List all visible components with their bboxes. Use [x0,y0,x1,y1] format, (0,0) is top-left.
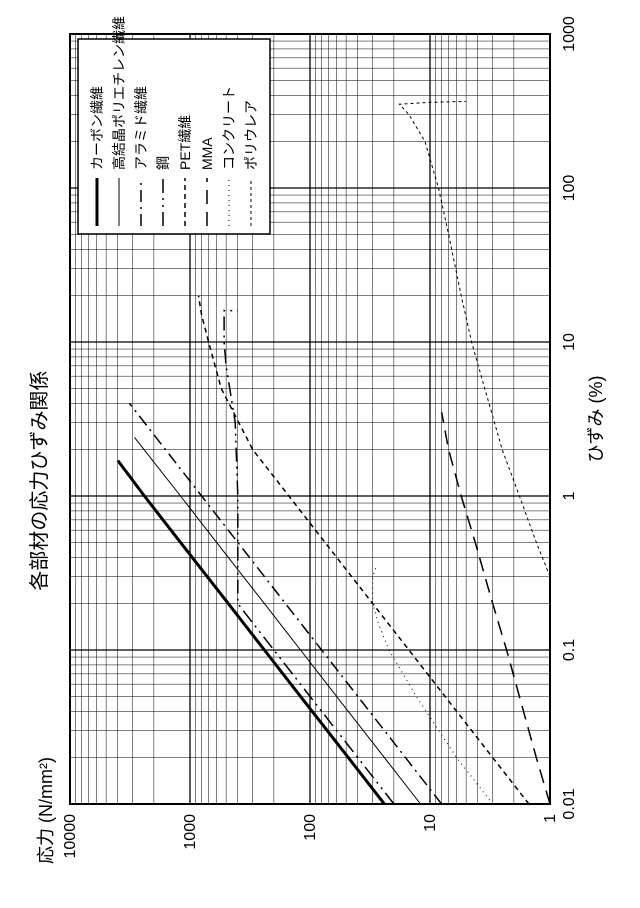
legend-label: 高結晶ポリエチレン繊維 [111,16,127,170]
x-tick-label: 0.1 [561,639,578,661]
y-tick-label: 10000 [62,814,79,859]
x-tick-label: 1000 [561,16,578,52]
legend-label: 鋼 [155,156,171,170]
y-axis-label: 応力 (N/mm²) [36,757,56,864]
x-tick-label: 0.01 [561,788,578,819]
legend-label: コンクリート [221,86,237,170]
x-axis-label: ひずみ (%) [586,376,606,463]
legend-label: アラミド繊維 [133,86,149,170]
series-line [118,461,385,805]
x-tick-label: 1 [561,491,578,500]
legend-label: MMA [199,137,215,170]
series-line [399,101,550,576]
chart-container: 0.01 0.1 1 10 100 1000 1 10 100 1000 10000 ひずみ (%) 応… [20,14,620,894]
x-tick-label: 10 [561,333,578,351]
legend-label: ポリウレア [243,100,259,170]
y-tick-label: 10 [422,814,439,832]
legend-label: カーボン繊維 [89,86,105,170]
legend-label: PET繊維 [177,115,193,170]
series-line [442,412,550,804]
stress-strain-chart: 0.01 0.1 1 10 100 1000 1 10 100 1000 10000 ひずみ (%) 応… [20,14,620,894]
y-tick-label: 100 [302,814,319,841]
y-tick-label: 1 [542,814,559,823]
y-tick-label: 1000 [182,814,199,850]
series-line [199,296,529,804]
chart-title: 各部材の応力ひずみ関係 [28,371,51,591]
series-line [135,437,421,804]
x-tick-label: 100 [561,175,578,202]
series-line [373,566,493,804]
legend [78,39,270,234]
